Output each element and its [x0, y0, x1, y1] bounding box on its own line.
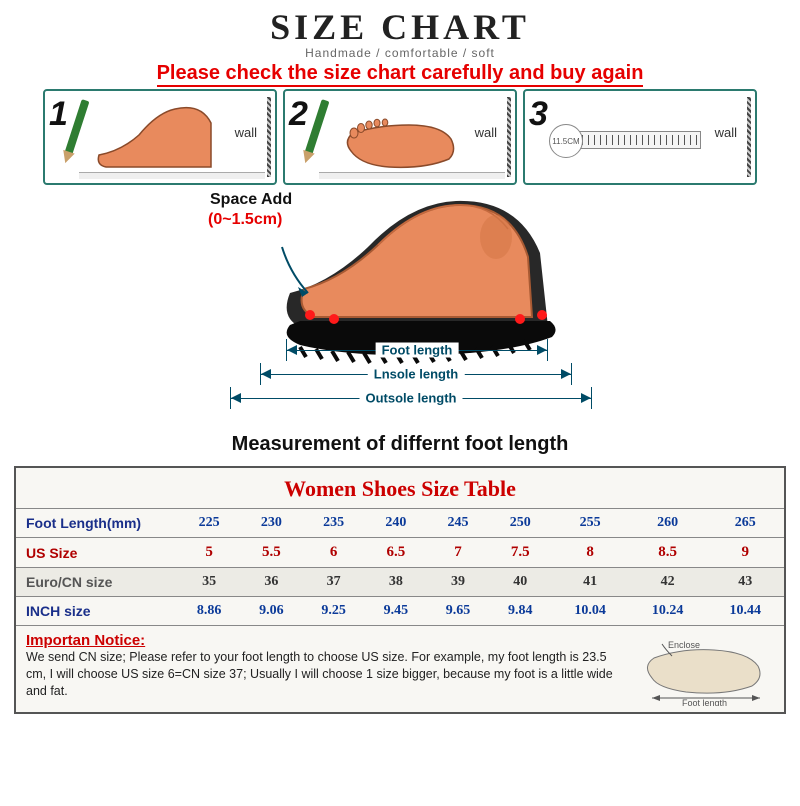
cell: 260	[629, 509, 707, 538]
dim-foot-length: Foot length	[286, 339, 548, 361]
step-2: 2 wall	[283, 89, 517, 185]
step-3: 3 wall 11.5CM	[523, 89, 757, 185]
foot-diagram: Space Add (0~1.5cm)	[0, 187, 800, 437]
cell: 38	[365, 568, 427, 597]
table-title: Women Shoes Size Table	[16, 468, 784, 508]
cell: 225	[178, 509, 240, 538]
cell: 9.65	[427, 597, 489, 626]
cell: 39	[427, 568, 489, 597]
cell: 240	[365, 509, 427, 538]
wall-label: wall	[235, 125, 257, 140]
cell: 41	[551, 568, 629, 597]
dim-foot-label: Foot length	[376, 343, 459, 358]
cell: 10.44	[706, 597, 784, 626]
dimension-lines: Foot length Lnsole length Outsole length	[230, 337, 590, 409]
cell: 9.45	[365, 597, 427, 626]
dim-outsole-label: Outsole length	[360, 391, 463, 406]
row-foot-length: Foot Length(mm) 225230235240245250255260…	[16, 509, 784, 538]
cell: 6	[302, 538, 364, 568]
cell: 230	[240, 509, 302, 538]
important-notice: Importan Notice: We send CN size; Please…	[16, 625, 784, 712]
cell: 36	[240, 568, 302, 597]
cell: 8.5	[629, 538, 707, 568]
size-table: Foot Length(mm) 225230235240245250255260…	[16, 508, 784, 625]
wall-bar	[507, 97, 511, 177]
size-chart-page: SIZE CHART Handmade / comfortable / soft…	[0, 6, 800, 806]
wall-label: wall	[715, 125, 737, 140]
row-eu-size: Euro/CN size 353637383940414243	[16, 568, 784, 597]
foot-side-icon	[91, 105, 221, 175]
wall-label: wall	[475, 125, 497, 140]
wall-bar	[747, 97, 751, 177]
row-label-foot: Foot Length(mm)	[16, 509, 178, 538]
row-inch-size: INCH size 8.869.069.259.459.659.8410.041…	[16, 597, 784, 626]
cell: 40	[489, 568, 551, 597]
pencil-icon	[65, 99, 90, 155]
cell: 42	[629, 568, 707, 597]
page-subtitle: Handmade / comfortable / soft	[0, 46, 800, 60]
cell: 9	[706, 538, 784, 568]
cell: 9.06	[240, 597, 302, 626]
size-table-block: Women Shoes Size Table Foot Length(mm) 2…	[14, 466, 786, 714]
cell: 9.25	[302, 597, 364, 626]
cell: 250	[489, 509, 551, 538]
cell: 5	[178, 538, 240, 568]
step-number: 2	[289, 95, 308, 134]
dim-insole-length: Lnsole length	[260, 363, 572, 385]
dim-insole-label: Lnsole length	[368, 367, 465, 382]
dim-outsole-length: Outsole length	[230, 387, 592, 409]
cell: 10.04	[551, 597, 629, 626]
cell: 37	[302, 568, 364, 597]
cell: 255	[551, 509, 629, 538]
cell: 8.86	[178, 597, 240, 626]
step-number: 1	[49, 95, 68, 134]
cell: 8	[551, 538, 629, 568]
cell: 7	[427, 538, 489, 568]
row-label-us: US Size	[16, 538, 178, 568]
ruler-detail-circle: 11.5CM	[549, 124, 583, 158]
step-number: 3	[529, 95, 548, 134]
cell: 43	[706, 568, 784, 597]
row-us-size: US Size 55.566.577.588.59	[16, 538, 784, 568]
cell: 5.5	[240, 538, 302, 568]
notice-foot-icon: Enclose Foot length	[632, 636, 772, 706]
warning-line: Please check the size chart carefully an…	[0, 62, 800, 85]
foot-top-icon	[339, 111, 459, 175]
cell: 6.5	[365, 538, 427, 568]
page-title: SIZE CHART	[0, 6, 800, 48]
cell: 35	[178, 568, 240, 597]
warning-text: Please check the size chart carefully an…	[157, 62, 644, 87]
cell: 245	[427, 509, 489, 538]
pencil-icon	[305, 99, 330, 155]
cell: 9.84	[489, 597, 551, 626]
cell: 265	[706, 509, 784, 538]
enclose-label: Enclose	[668, 640, 700, 650]
ruler-icon	[563, 131, 701, 149]
footlen-label: Foot length	[682, 698, 727, 706]
notice-body: We send CN size; Please refer to your fo…	[26, 649, 626, 700]
step-1: 1 wall	[43, 89, 277, 185]
cell: 10.24	[629, 597, 707, 626]
cell: 235	[302, 509, 364, 538]
cell: 7.5	[489, 538, 551, 568]
row-label-inch: INCH size	[16, 597, 178, 626]
row-label-eu: Euro/CN size	[16, 568, 178, 597]
measurement-steps: 1 wall 2 wall	[0, 89, 800, 185]
wall-bar	[267, 97, 271, 177]
ruler-detail-label: 11.5CM	[552, 137, 579, 146]
